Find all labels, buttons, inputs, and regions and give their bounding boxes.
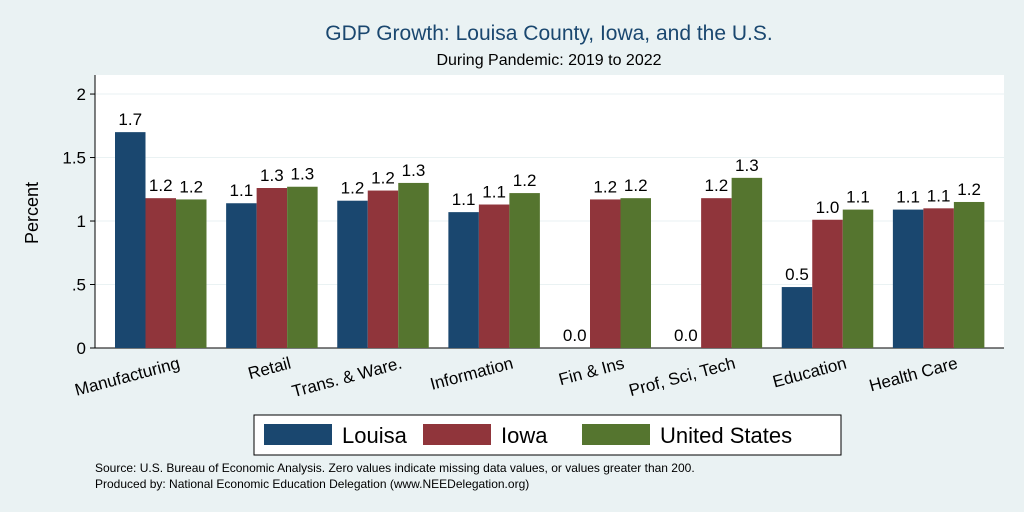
bar-value-label: 1.2 xyxy=(957,180,981,199)
legend-label: United States xyxy=(660,423,792,448)
bar-value-label: 1.2 xyxy=(179,177,203,196)
legend xyxy=(253,414,842,456)
y-tick-label: 0 xyxy=(77,339,86,358)
bar xyxy=(115,132,146,348)
bar xyxy=(367,190,399,348)
bar-value-label: 1.2 xyxy=(513,171,537,190)
category-label: Trans. & Ware. xyxy=(290,354,404,402)
bar-value-label: 1.2 xyxy=(705,176,729,195)
bar-value-label: 1.3 xyxy=(260,166,284,185)
bar-value-label: 0.0 xyxy=(563,326,587,345)
category-label: Health Care xyxy=(867,354,960,396)
legend-swatch xyxy=(264,424,332,445)
chart-title: GDP Growth: Louisa County, Iowa, and the… xyxy=(325,22,772,45)
bar xyxy=(781,287,813,348)
y-tick-label: .5 xyxy=(72,276,86,295)
legend-label: Louisa xyxy=(342,423,408,448)
category-label: Prof, Sci, Tech xyxy=(627,354,737,401)
bar-value-label: 1.2 xyxy=(149,176,173,195)
legend-label: Iowa xyxy=(501,423,548,448)
bar-value-label: 1.1 xyxy=(927,186,951,205)
bar-value-label: 1.2 xyxy=(371,169,395,188)
bar xyxy=(287,186,318,348)
bar xyxy=(509,193,540,348)
category-label: Manufacturing xyxy=(73,354,182,400)
bar-value-label: 1.2 xyxy=(624,176,648,195)
bar-value-label: 1.1 xyxy=(896,188,920,207)
category-label: Fin & Ins xyxy=(557,354,627,390)
bar xyxy=(923,208,954,348)
y-tick-label: 1 xyxy=(77,212,86,231)
bar-value-label: 1.1 xyxy=(482,183,506,202)
bar xyxy=(812,219,843,348)
bar-value-label: 1.1 xyxy=(452,190,476,209)
bar xyxy=(701,198,732,348)
value-labels: 1.7 1.2 1.2 1.1 1.3 1.3 1.2 1.2 1.3 1.1 1.1 1.2 0.0 1… xyxy=(118,110,981,345)
bar-value-label: 1.2 xyxy=(593,177,617,196)
category-label: Education xyxy=(771,354,849,392)
category-label: Information xyxy=(428,354,515,394)
bar xyxy=(731,177,763,348)
legend-entries: Louisa Iowa United States xyxy=(264,423,792,448)
y-tick-label: 2 xyxy=(77,85,86,104)
bar-value-label: 0.0 xyxy=(674,326,698,345)
bar xyxy=(226,203,257,348)
bar xyxy=(337,200,368,348)
bar-value-label: 1.7 xyxy=(118,110,142,129)
bar xyxy=(176,199,207,348)
category-label: Retail xyxy=(246,354,293,384)
bars xyxy=(115,132,985,348)
bar xyxy=(448,212,479,348)
bar-value-label: 1.3 xyxy=(291,165,315,184)
bar-value-label: 1.1 xyxy=(230,181,254,200)
bar xyxy=(953,201,985,348)
producer-note: Produced by: National Economic Education… xyxy=(95,477,529,491)
bar xyxy=(590,199,621,348)
bar xyxy=(892,209,924,348)
bar-value-label: 1.3 xyxy=(735,156,759,175)
bar xyxy=(620,198,651,348)
bar xyxy=(478,204,510,348)
bar-value-label: 1.3 xyxy=(402,161,426,180)
bar xyxy=(145,198,176,348)
bar-value-label: 1.0 xyxy=(816,198,840,217)
bar-value-label: 1.1 xyxy=(846,188,870,207)
bar xyxy=(256,188,288,348)
bar xyxy=(398,182,429,348)
y-tick-label: 1.5 xyxy=(62,149,86,168)
bar-value-label: 0.5 xyxy=(785,265,809,284)
chart-subtitle: During Pandemic: 2019 to 2022 xyxy=(436,52,661,69)
bar xyxy=(842,209,874,348)
source-note: Source: U.S. Bureau of Economic Analysis… xyxy=(95,461,695,475)
y-axis-label: Percent xyxy=(22,182,42,244)
legend-swatch xyxy=(582,424,650,445)
bar-value-label: 1.2 xyxy=(341,179,365,198)
legend-swatch xyxy=(423,424,491,445)
